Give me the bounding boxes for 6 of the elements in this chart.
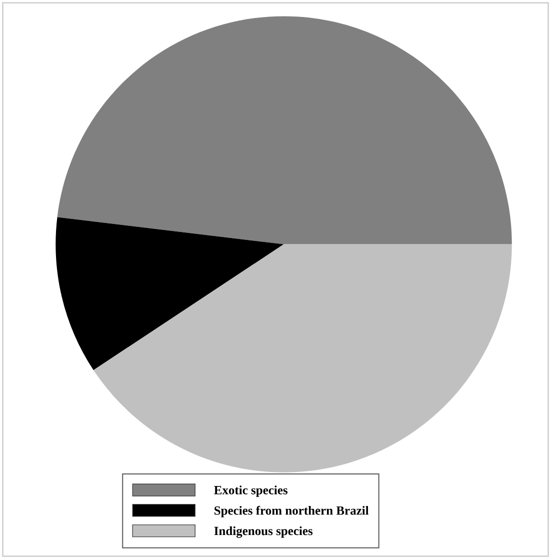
pie-slice [57,16,512,244]
legend-label: Species from northern Brazil [214,506,369,518]
legend-label: Exotic species [214,486,288,497]
legend-label: Indigenous species [214,526,313,538]
pie-slice [56,217,284,370]
pie-slice [94,244,512,472]
